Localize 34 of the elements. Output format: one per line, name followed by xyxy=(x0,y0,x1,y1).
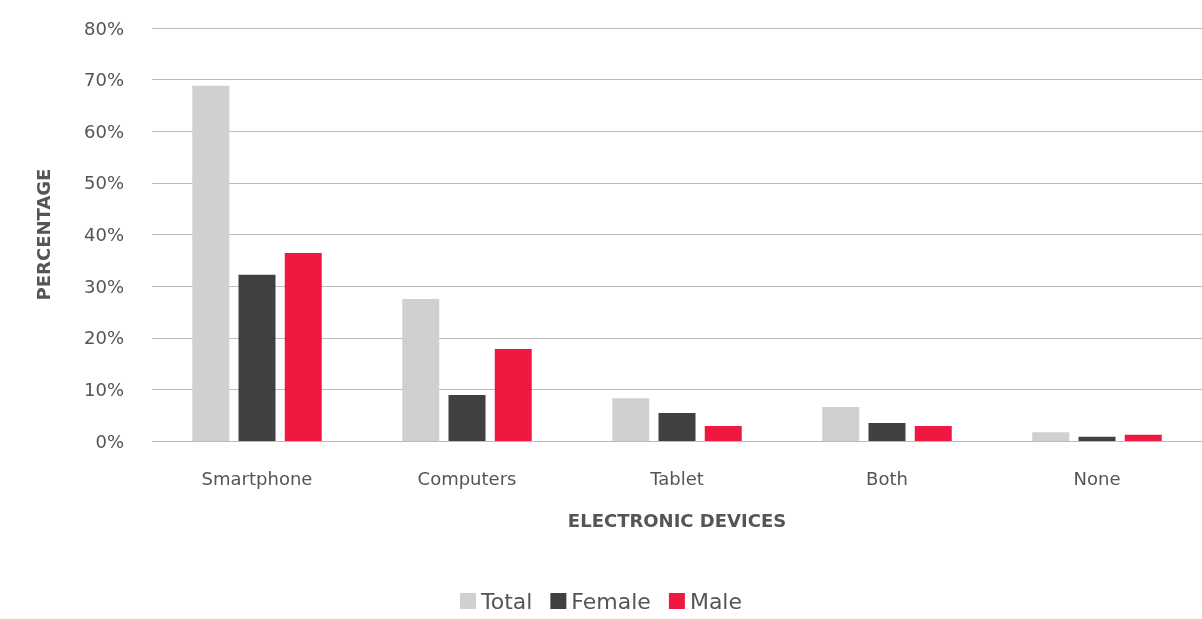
bar xyxy=(1032,432,1070,441)
x-axis-title: ELECTRONIC DEVICES xyxy=(567,509,787,531)
x-tick-label: Smartphone xyxy=(201,467,313,489)
bar xyxy=(704,426,742,441)
bar xyxy=(658,413,696,441)
legend-label: Female xyxy=(571,588,651,614)
x-tick-label: Both xyxy=(866,467,908,489)
bar xyxy=(284,253,322,441)
y-tick-label: 60% xyxy=(83,120,124,142)
bar xyxy=(192,85,230,441)
y-axis-title: PERCENTAGE xyxy=(32,168,54,301)
y-tick-label: 70% xyxy=(83,69,124,91)
y-tick-label: 30% xyxy=(83,275,124,297)
y-tick-label: 80% xyxy=(83,17,124,39)
bar xyxy=(1124,434,1162,441)
y-tick-label: 20% xyxy=(83,327,124,349)
y-tick-label: 0% xyxy=(95,430,124,452)
y-tick-label: 40% xyxy=(83,224,124,245)
y-tick-label: 50% xyxy=(83,172,124,194)
legend-label: Male xyxy=(689,588,743,614)
bar xyxy=(868,422,906,441)
bar xyxy=(448,395,486,441)
bar xyxy=(1078,436,1116,441)
x-tick-label: Tablet xyxy=(649,467,704,489)
x-tick-label: Computers xyxy=(417,467,517,489)
x-tick-label: None xyxy=(1073,467,1121,489)
bar xyxy=(238,274,276,441)
bar xyxy=(402,299,440,441)
bar xyxy=(822,406,860,441)
bar xyxy=(914,426,952,441)
bar xyxy=(612,398,650,441)
y-tick-label: 10% xyxy=(83,378,124,400)
legend-label: Total xyxy=(479,588,533,614)
bar xyxy=(494,349,532,441)
